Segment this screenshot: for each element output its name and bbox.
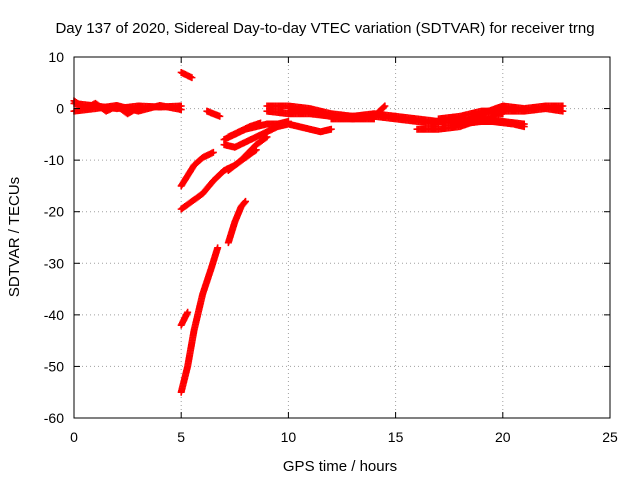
x-tick-label: 20: [495, 429, 511, 445]
y-tick-label: -40: [44, 307, 64, 323]
chart-title: Day 137 of 2020, Sidereal Day-to-day VTE…: [55, 20, 594, 37]
y-tick-label: 10: [48, 49, 64, 65]
data-point: [209, 148, 217, 156]
plot-frame: [73, 56, 611, 419]
y-tick-label: 0: [56, 101, 64, 117]
data-point: [520, 123, 528, 131]
series-arc-d: [177, 68, 196, 82]
x-tick-label: 0: [70, 429, 78, 445]
series-arc-f: [177, 148, 217, 190]
data-points: [70, 68, 567, 396]
data-point: [214, 244, 222, 252]
data-point: [134, 104, 142, 112]
y-tick-label: -20: [44, 204, 64, 220]
data-point: [257, 119, 265, 127]
x-axis-ticks: 0 5 10 15 20 25: [70, 57, 618, 445]
series-arc-n: [224, 119, 265, 141]
data-point: [327, 125, 335, 133]
data-point: [284, 117, 292, 125]
x-tick-label: 25: [602, 429, 618, 445]
data-point: [381, 102, 389, 110]
y-tick-label: -10: [44, 152, 64, 168]
x-axis-label: GPS time / hours: [283, 458, 397, 475]
series-arc-w: [445, 115, 528, 131]
data-point: [559, 102, 567, 110]
data-point: [188, 74, 196, 82]
data-point: [177, 106, 185, 114]
series-arc-i: [177, 244, 222, 396]
y-tick-label: -50: [44, 358, 64, 374]
y-tick-label: -60: [44, 410, 64, 426]
x-tick-label: 15: [388, 429, 404, 445]
series-arc-r: [327, 102, 389, 123]
data-point: [241, 198, 249, 206]
data-point: [184, 308, 192, 316]
series-arc-h: [177, 308, 192, 329]
x-tick-label: 10: [281, 429, 297, 445]
x-tick-label: 5: [177, 429, 185, 445]
data-point: [242, 197, 250, 205]
y-axis-label: SDTVAR / TECUs: [6, 177, 23, 297]
data-point: [380, 103, 388, 111]
series-arc-k: [224, 133, 271, 174]
data-point: [216, 112, 224, 120]
series-arc-j: [224, 197, 250, 247]
y-tick-label: -30: [44, 255, 64, 271]
series-arc-e: [203, 107, 224, 120]
y-axis-ticks: -60 -50 -40 -30 -20 -10 0 10: [44, 49, 610, 426]
